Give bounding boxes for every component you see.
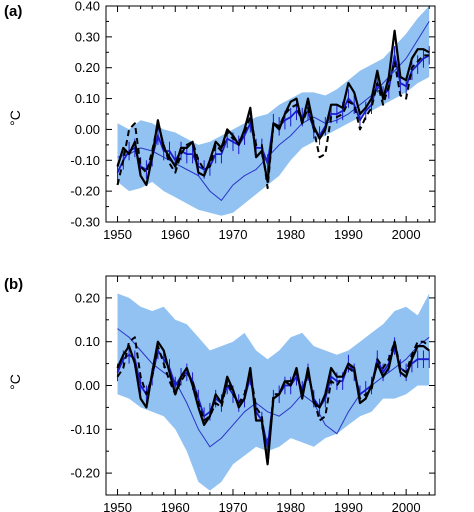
panel-b-series-observed-dashed: [116, 336, 430, 466]
panel-a-ytick-label: -0.10: [70, 153, 100, 168]
panel-a-label: (a): [4, 3, 22, 20]
panel-b-xtick-label: 1950: [103, 500, 132, 512]
panel-a-ytick-label: 0.10: [75, 91, 100, 106]
panel-b-data-layer: [116, 293, 430, 491]
panel-a-series-observed-dashed: [116, 54, 430, 190]
panel-a-ytick-label: 0.00: [75, 122, 100, 137]
panel-b-ytick-label: 0.10: [75, 334, 100, 349]
panel-a-data-layer: [116, 6, 430, 216]
panel-a-spread-band: [117, 6, 430, 216]
panel-b-xtick-label: 1980: [276, 500, 305, 512]
panel-a-ylabel: °C: [7, 110, 23, 126]
panel-b-series-model-mean: [117, 328, 430, 448]
panel-b-plot-area: 0.20 0.10 0.00 -0.10 -0.20 1950 1960 1970 1980 19…: [70, 275, 436, 512]
panel-b-ytick-label: -0.20: [70, 466, 100, 481]
panel-a-ytick-label: 0.20: [75, 60, 100, 75]
panel-a-xtick-label: 1950: [103, 227, 132, 242]
panel-a-ytick-label: 0.40: [75, 0, 100, 14]
panel-b-ytick-label: 0.20: [75, 290, 100, 305]
panel-b-ytick-label: 0.00: [75, 378, 100, 393]
panel-a-series-observed-solid: [116, 29, 430, 187]
panel-a-xtick-label: 1970: [219, 227, 248, 242]
panel-b-label: (b): [4, 276, 23, 293]
panel-a-ytick-label: 0.30: [75, 29, 100, 44]
panel-b-xtick-label: 1960: [161, 500, 190, 512]
panel-a-ytick-label: -0.20: [70, 184, 100, 199]
panel-b-xtick-label: 2000: [392, 500, 421, 512]
panel-b: (b) °C 0.20 0.10 0.00 -0.10 -0.20 1950 1960 197…: [4, 275, 436, 512]
panel-b-ytick-label: -0.10: [70, 422, 100, 437]
panel-a-xtick-label: 2000: [392, 227, 421, 242]
panel-b-ylabel: °C: [7, 374, 23, 390]
panel-a: (a) °C 0.40 0.30 0.20 0.10 0.00 -0.10 -0.20 -0.…: [4, 0, 436, 242]
panel-b-xtick-label: 1990: [334, 500, 363, 512]
panel-a-xtick-label: 1960: [161, 227, 190, 242]
panel-a-ytick-label: -0.30: [70, 215, 100, 230]
panel-a-xtick-label: 1980: [276, 227, 305, 242]
panel-a-xtick-label: 1990: [334, 227, 363, 242]
panel-b-xtick-label: 1970: [219, 500, 248, 512]
